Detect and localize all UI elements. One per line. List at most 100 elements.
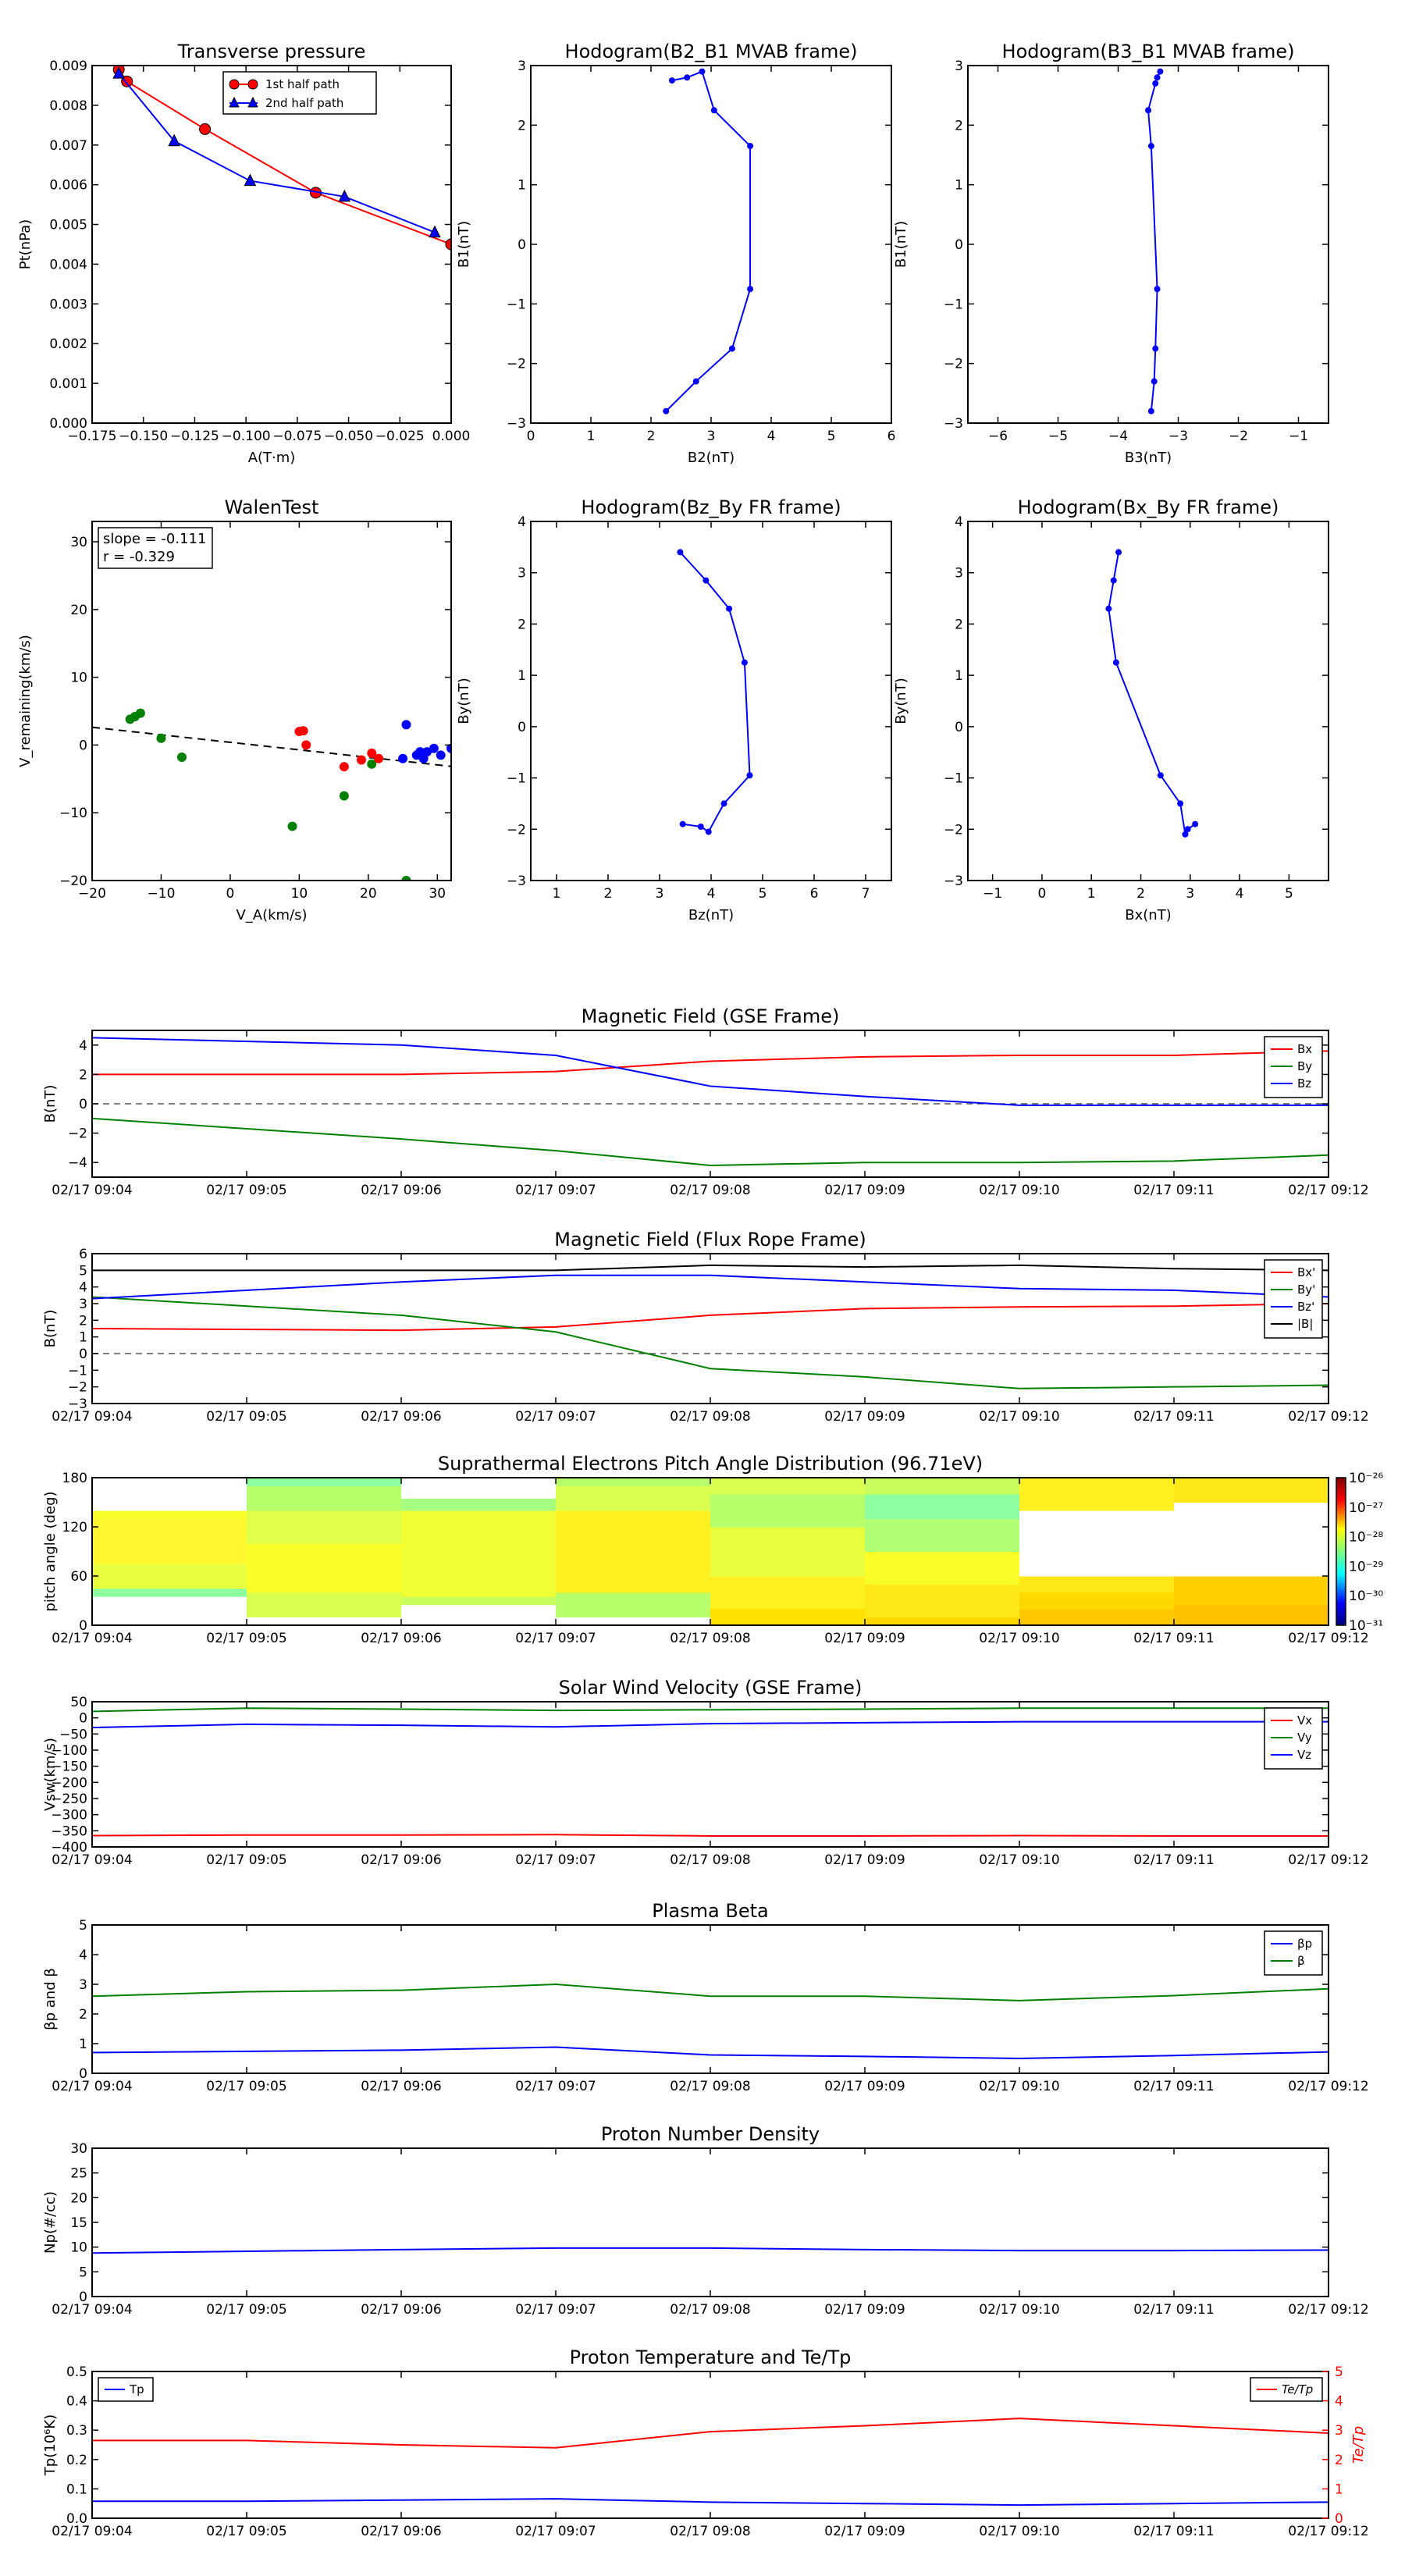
y-tick-label: −2: [68, 1380, 87, 1396]
x-tick-label: −1: [1289, 429, 1308, 444]
series-line-βp: [92, 2046, 1329, 2060]
chart-title: Suprathermal Electrons Pitch Angle Distr…: [438, 1453, 983, 1475]
chart-title: Plasma Beta: [652, 1900, 768, 1922]
data-point: [1147, 143, 1154, 150]
chart-title: WalenTest: [225, 496, 319, 518]
series-line-Tp: [92, 2498, 1329, 2507]
heatmap-cell: [865, 1478, 1020, 1495]
y-tick-label: 3: [518, 59, 526, 74]
y-right-tick-label: 0: [1335, 2511, 1343, 2527]
y-tick-label: 4: [518, 514, 526, 530]
data-point: [156, 733, 166, 743]
y-tick-label: 120: [62, 1520, 87, 1535]
chart-hodo_bzby: Hodogram(Bz_By FR frame) 1 2 3 4 5 6 7 −3 −2 −1 0 1 2…: [456, 496, 892, 923]
x-tick-label: −10: [148, 886, 176, 902]
data-point: [728, 345, 735, 352]
data-point: [1192, 820, 1199, 827]
heatmap-cell: [1174, 1518, 1329, 1577]
data-point: [726, 605, 733, 612]
legend-marker: [229, 96, 240, 108]
colorbar-tick-label: 10⁻²⁸: [1349, 1530, 1383, 1546]
data-point: [1184, 826, 1191, 833]
y-tick-label: 0: [79, 2290, 87, 2305]
heatmap-cell: [1174, 1604, 1329, 1625]
chart-hodo_b3b1: Hodogram(B3_B1 MVAB frame) −6 −5 −4 −3 −2 −1 −3…: [893, 41, 1329, 466]
y-tick-label: 1: [79, 2037, 87, 2052]
x-tick-label: 02/17 09:05: [206, 1183, 286, 1198]
series-line-By': [92, 1296, 1329, 1389]
x-tick-label: −2: [1229, 429, 1248, 444]
x-tick-label: 02/17 09:04: [52, 2302, 132, 2318]
y-tick-label: 0: [79, 2066, 87, 2082]
y-tick-label: 0.004: [49, 257, 87, 272]
x-tick-label: 02/17 09:11: [1133, 1631, 1214, 1646]
x-tick-label: −0.175: [68, 429, 117, 444]
legend-marker: [247, 79, 258, 90]
x-tick-label: 02/17 09:07: [515, 1852, 596, 1868]
x-tick-label: 02/17 09:06: [361, 1409, 441, 1425]
x-tick-label: 1: [553, 886, 561, 902]
y-tick-label: 0: [79, 1097, 87, 1112]
data-point: [287, 821, 297, 831]
data-point: [177, 753, 187, 763]
x-tick-label: 02/17 09:11: [1133, 1183, 1214, 1198]
data-point: [367, 748, 377, 758]
y-tick-label: 0.006: [49, 178, 87, 194]
y-tick-label: 10: [70, 671, 87, 686]
y-tick-label: 3: [518, 566, 526, 582]
x-tick-label: −0.075: [272, 429, 322, 444]
y-tick-label: 2: [79, 1067, 87, 1083]
data-point: [446, 743, 451, 753]
y-tick-label: 0: [518, 720, 526, 735]
y-tick-label: −2: [507, 822, 526, 838]
x-tick-label: 6: [810, 886, 819, 902]
y-tick-label: 2: [79, 1313, 87, 1329]
x-tick-label: 1: [1087, 886, 1096, 902]
series-line-Bx: [92, 1050, 1329, 1076]
x-tick-label: 02/17 09:09: [824, 2302, 905, 2318]
series-line-Vx: [92, 1834, 1329, 1837]
legend-marker: [229, 79, 240, 90]
x-axis-label: B2(nT): [688, 450, 735, 466]
y-tick-label: −20: [59, 873, 87, 889]
data-point: [1105, 605, 1112, 612]
legend-label: Bz': [1297, 1300, 1314, 1314]
y-right-tick-label: 3: [1335, 2423, 1343, 2439]
x-tick-label: 02/17 09:04: [52, 2524, 132, 2539]
data-point: [429, 743, 439, 753]
x-tick-label: 02/17 09:12: [1288, 2524, 1368, 2539]
legend-label: By: [1297, 1059, 1312, 1073]
data-point: [677, 549, 684, 556]
y-tick-label: 2: [955, 118, 963, 133]
y-tick-label: −300: [51, 1808, 87, 1823]
legend-label: β: [1297, 1954, 1305, 1968]
data-point: [741, 659, 748, 666]
colorbar-tick-label: 10⁻²⁷: [1349, 1500, 1383, 1516]
heatmap-cell: [247, 1543, 402, 1593]
data-point: [398, 753, 408, 763]
heatmap-cell: [556, 1485, 711, 1511]
y-tick-label: 20: [70, 603, 87, 618]
stats-box: [98, 527, 213, 569]
x-tick-label: 02/17 09:06: [361, 2302, 441, 2318]
y-tick-label: 3: [79, 1297, 87, 1312]
x-tick-label: 02/17 09:11: [1133, 2079, 1214, 2094]
x-tick-label: 1: [587, 429, 596, 444]
y-tick-label: 0: [955, 237, 963, 253]
x-tick-label: −0.050: [324, 429, 373, 444]
y-axis-label: By(nT): [456, 678, 472, 724]
heatmap-cell: [710, 1478, 866, 1495]
y-tick-label: 0: [79, 1347, 87, 1362]
y-axis-label: By(nT): [893, 678, 909, 724]
plot-area-temp: [92, 2418, 1329, 2507]
y-tick-label: 60: [70, 1569, 87, 1585]
data-point: [1145, 107, 1151, 114]
x-tick-label: 02/17 09:08: [670, 2302, 750, 2318]
y-axis-label: B1(nT): [456, 221, 472, 268]
y-tick-label: −3: [507, 416, 526, 432]
y-axis-label: Tp(10⁶K): [42, 2414, 59, 2476]
y-tick-label: 2: [955, 617, 963, 632]
heatmap-cell: [401, 1510, 557, 1597]
y-tick-label: −1: [507, 297, 526, 312]
